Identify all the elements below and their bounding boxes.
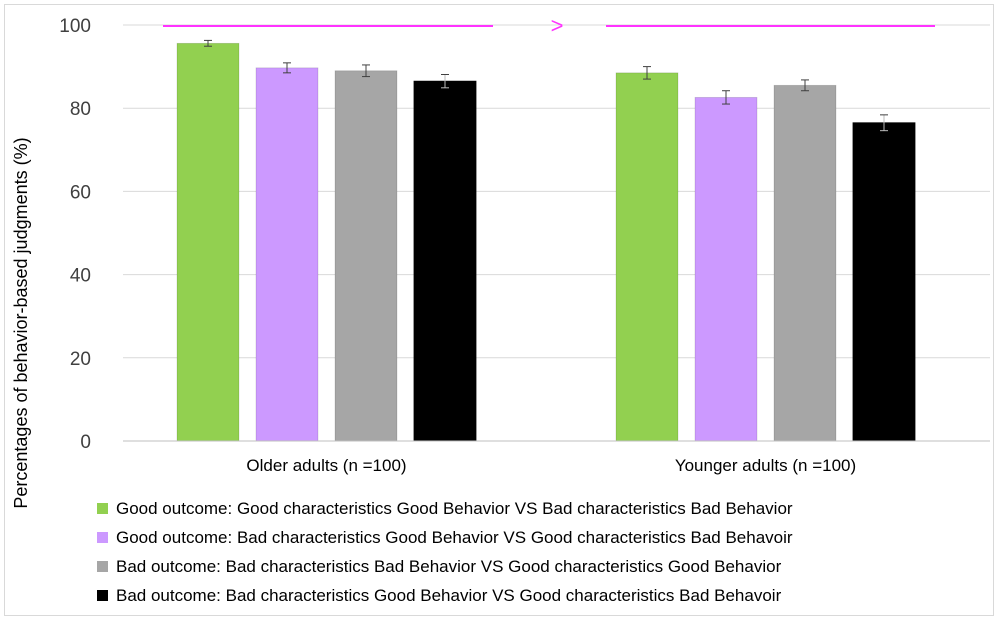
legend-item: Good outcome: Bad characteristics Good B… bbox=[97, 523, 793, 552]
bar-chart: 0 20 40 60 80 100 Older adults (n =100) Younge… bbox=[11, 13, 990, 509]
y-tick-label: 80 bbox=[70, 99, 91, 120]
legend-item: Good outcome: Good characteristics Good … bbox=[97, 494, 793, 523]
legend-label: Bad outcome: Bad characteristics Bad Beh… bbox=[116, 556, 782, 576]
y-tick-label: 40 bbox=[70, 266, 91, 287]
legend-swatch bbox=[97, 590, 108, 601]
bar bbox=[334, 70, 398, 442]
error-bar bbox=[643, 66, 651, 80]
x-category-label: Younger adults (n =100) bbox=[675, 456, 856, 475]
bar bbox=[773, 84, 837, 442]
bar bbox=[852, 122, 916, 442]
comparison-symbol: > bbox=[551, 13, 564, 38]
error-bar bbox=[880, 114, 888, 132]
legend-swatch bbox=[97, 503, 108, 514]
x-category-label: Older adults (n =100) bbox=[246, 456, 406, 475]
bar bbox=[694, 96, 758, 442]
legend: Good outcome: Good characteristics Good … bbox=[97, 494, 793, 610]
legend-item: Bad outcome: Bad characteristics Good Be… bbox=[97, 581, 793, 610]
chart-frame: 0 20 40 60 80 100 Older adults (n =100) Younge… bbox=[4, 4, 994, 616]
bar bbox=[255, 67, 319, 442]
legend-item: Bad outcome: Bad characteristics Bad Beh… bbox=[97, 552, 793, 581]
bar bbox=[413, 80, 477, 442]
error-bar bbox=[722, 90, 730, 105]
legend-swatch bbox=[97, 561, 108, 572]
error-bar bbox=[441, 74, 449, 89]
error-bar bbox=[204, 39, 212, 47]
legend-label: Good outcome: Good characteristics Good … bbox=[116, 498, 793, 518]
legend-label: Good outcome: Bad characteristics Good B… bbox=[116, 527, 793, 547]
error-bar bbox=[801, 79, 809, 92]
y-tick-label: 60 bbox=[70, 182, 91, 203]
legend-swatch bbox=[97, 532, 108, 543]
y-tick-label: 0 bbox=[80, 432, 91, 453]
error-bar bbox=[283, 62, 291, 74]
bar bbox=[615, 72, 679, 442]
legend-label: Bad outcome: Bad characteristics Good Be… bbox=[116, 585, 782, 605]
y-axis-label: Percentages of behavior-based judgments … bbox=[11, 137, 31, 508]
y-tick-label: 100 bbox=[59, 16, 91, 37]
error-bar bbox=[362, 64, 370, 78]
bar bbox=[176, 42, 240, 442]
y-tick-label: 20 bbox=[70, 349, 91, 370]
